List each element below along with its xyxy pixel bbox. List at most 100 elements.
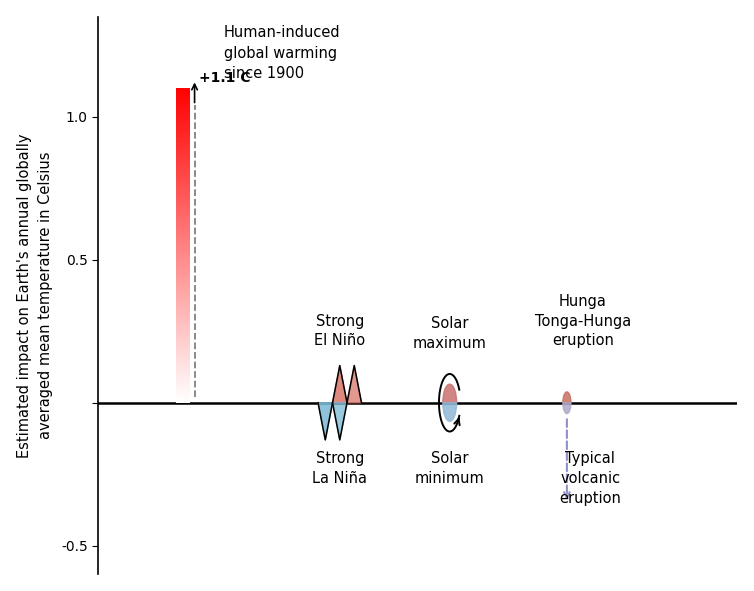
- Bar: [176, 102, 190, 104]
- Bar: [176, 168, 190, 170]
- Text: Strong
El Niño: Strong El Niño: [314, 314, 366, 349]
- Bar: [176, 91, 190, 93]
- Bar: [176, 326, 190, 327]
- Bar: [176, 359, 190, 361]
- Bar: [176, 204, 190, 206]
- Bar: [176, 381, 190, 382]
- Bar: [176, 302, 190, 304]
- Bar: [176, 132, 190, 134]
- Bar: [176, 280, 190, 282]
- Bar: [176, 123, 190, 124]
- Bar: [176, 190, 190, 192]
- Bar: [176, 228, 190, 230]
- Bar: [176, 332, 190, 333]
- Bar: [176, 297, 190, 299]
- Bar: [176, 255, 190, 256]
- Bar: [176, 90, 190, 91]
- Bar: [176, 107, 190, 109]
- Bar: [176, 329, 190, 330]
- Bar: [176, 296, 190, 297]
- Bar: [176, 98, 190, 99]
- Bar: [176, 335, 190, 337]
- Bar: [176, 291, 190, 293]
- Bar: [176, 393, 190, 395]
- Bar: [176, 219, 190, 220]
- Text: Typical
volcanic
eruption: Typical volcanic eruption: [559, 452, 621, 506]
- Bar: [176, 189, 190, 190]
- Bar: [176, 363, 190, 365]
- Bar: [176, 400, 190, 401]
- Bar: [176, 274, 190, 275]
- Bar: [176, 304, 190, 305]
- Bar: [176, 283, 190, 285]
- Bar: [176, 305, 190, 307]
- Bar: [176, 157, 190, 159]
- Bar: [176, 178, 190, 180]
- Bar: [176, 269, 190, 271]
- Bar: [176, 241, 190, 242]
- Wedge shape: [562, 402, 571, 414]
- Bar: [176, 288, 190, 290]
- Bar: [176, 148, 190, 150]
- Bar: [176, 376, 190, 378]
- Bar: [176, 222, 190, 223]
- Bar: [176, 321, 190, 323]
- Y-axis label: Estimated impact on Earth's annual globally
averaged mean temperature in Celsius: Estimated impact on Earth's annual globa…: [17, 133, 53, 458]
- Text: Human-induced
global warming
since 1900: Human-induced global warming since 1900: [224, 25, 341, 81]
- Bar: [176, 365, 190, 366]
- Bar: [176, 389, 190, 390]
- Bar: [176, 313, 190, 314]
- Bar: [176, 361, 190, 362]
- Bar: [176, 165, 190, 167]
- Bar: [176, 368, 190, 370]
- Bar: [176, 143, 190, 145]
- Bar: [176, 119, 190, 121]
- Bar: [176, 395, 190, 397]
- Bar: [176, 346, 190, 348]
- Bar: [176, 256, 190, 258]
- Bar: [176, 233, 190, 235]
- Bar: [176, 220, 190, 222]
- Bar: [176, 203, 190, 204]
- Bar: [176, 100, 190, 102]
- Bar: [176, 314, 190, 316]
- Bar: [176, 198, 190, 200]
- Bar: [176, 235, 190, 236]
- Bar: [176, 299, 190, 300]
- Bar: [176, 261, 190, 263]
- Bar: [176, 319, 190, 321]
- Bar: [176, 375, 190, 376]
- Bar: [176, 362, 190, 363]
- Bar: [176, 124, 190, 126]
- Polygon shape: [333, 402, 347, 440]
- Bar: [176, 131, 190, 132]
- Bar: [176, 126, 190, 128]
- Bar: [176, 392, 190, 393]
- Bar: [176, 300, 190, 302]
- Bar: [176, 338, 190, 340]
- Bar: [176, 225, 190, 226]
- Bar: [176, 259, 190, 261]
- Bar: [176, 390, 190, 392]
- Bar: [176, 371, 190, 373]
- Bar: [176, 244, 190, 245]
- Wedge shape: [443, 384, 457, 402]
- Bar: [176, 151, 190, 152]
- Bar: [176, 138, 190, 140]
- Bar: [176, 266, 190, 268]
- Text: Hunga
Tonga-Hunga
eruption: Hunga Tonga-Hunga eruption: [535, 294, 631, 349]
- Bar: [176, 236, 190, 238]
- Bar: [176, 154, 190, 156]
- Polygon shape: [318, 402, 333, 440]
- Bar: [176, 268, 190, 269]
- Bar: [176, 176, 190, 178]
- Bar: [176, 96, 190, 98]
- Bar: [176, 293, 190, 294]
- Bar: [176, 209, 190, 211]
- Bar: [176, 249, 190, 250]
- Bar: [176, 145, 190, 147]
- Bar: [176, 207, 190, 209]
- Bar: [176, 142, 190, 143]
- Bar: [176, 223, 190, 225]
- Text: Solar
minimum: Solar minimum: [415, 452, 485, 486]
